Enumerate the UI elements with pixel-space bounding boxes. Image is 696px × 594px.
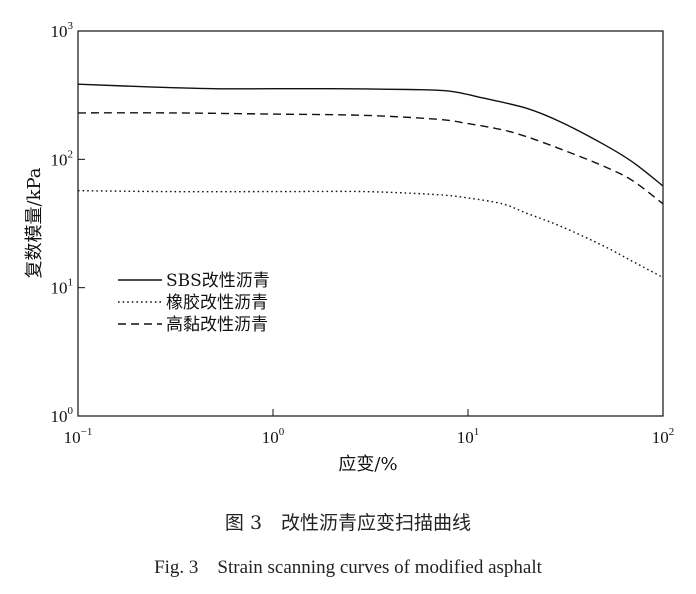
legend-label: SBS改性沥青 xyxy=(166,271,270,291)
x-tick-label: 10−1 xyxy=(64,426,93,447)
series-line-3 xyxy=(77,112,664,205)
y-axis-label: 复数模量/kPa xyxy=(24,167,45,278)
x-axis-ticks: 10−1 100 101 102 xyxy=(64,409,675,447)
series-line-1 xyxy=(77,83,664,187)
plot-frame xyxy=(77,30,664,417)
x-tick-label: 101 xyxy=(457,426,480,447)
y-tick-label: 103 xyxy=(51,20,74,41)
x-tick-label: 102 xyxy=(652,426,675,447)
figure-caption-en: Fig. 3 Strain scanning curves of modifie… xyxy=(154,557,542,578)
plot-border xyxy=(77,30,664,417)
series-line-2 xyxy=(77,190,664,279)
y-tick-label: 101 xyxy=(51,277,74,298)
figure-caption-cn: 图 3 改性沥青应变扫描曲线 xyxy=(224,512,472,534)
x-tick-label: 100 xyxy=(262,426,285,447)
x-axis-label: 应变/% xyxy=(338,454,397,475)
series-lines xyxy=(77,83,664,279)
y-tick-label: 100 xyxy=(51,405,74,426)
legend-label: 高黏改性沥青 xyxy=(166,315,268,335)
y-axis-ticks: 100 101 102 103 xyxy=(51,20,85,426)
y-tick-label: 102 xyxy=(51,148,74,169)
legend-label: 橡胶改性沥青 xyxy=(166,293,268,313)
